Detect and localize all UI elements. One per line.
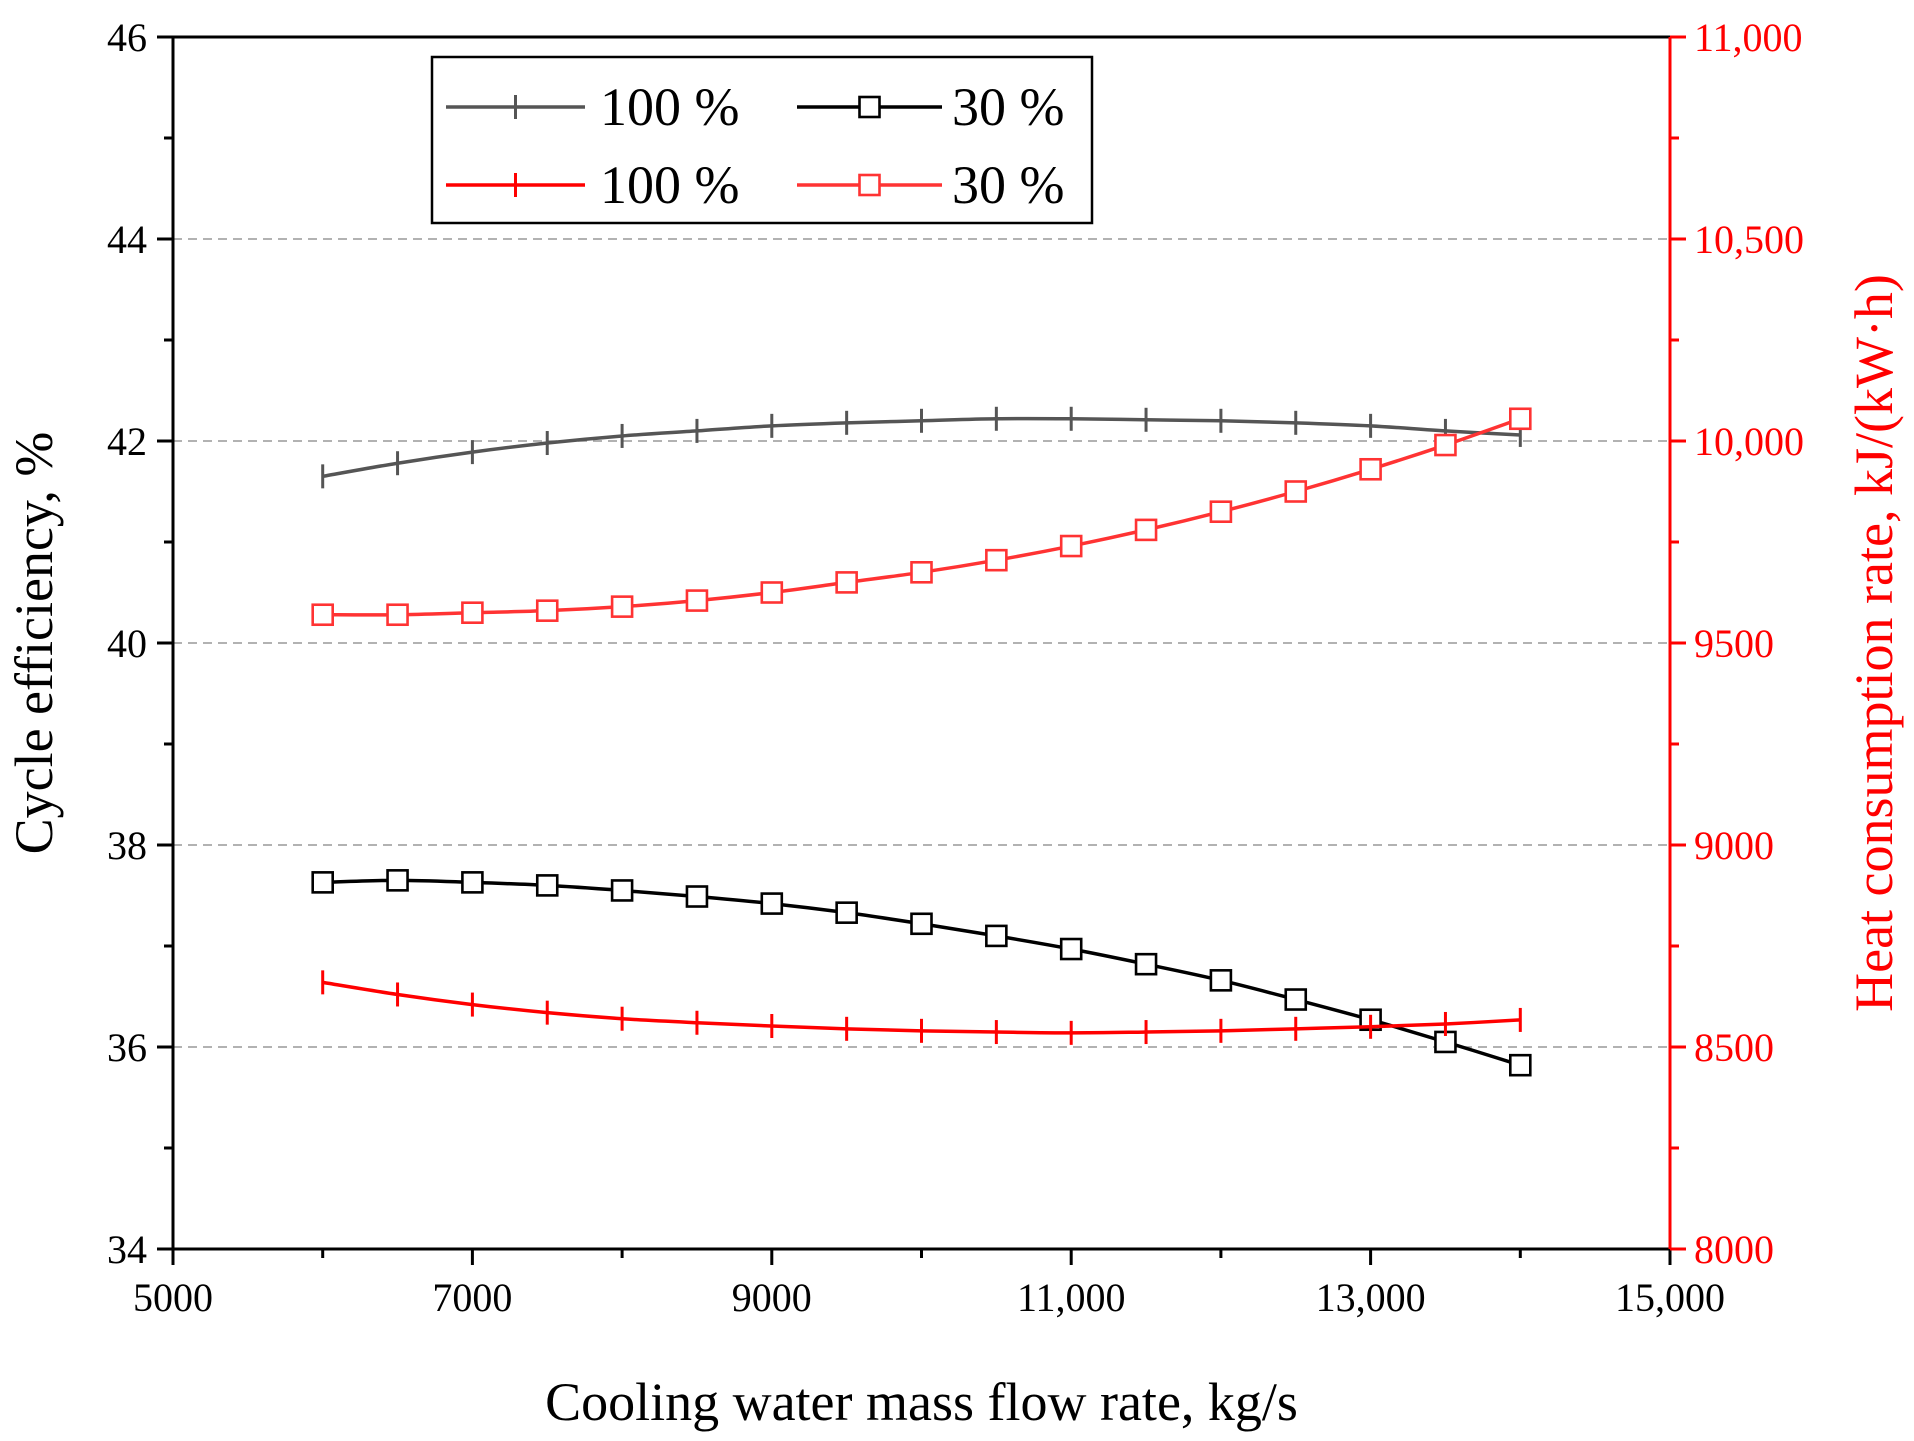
square-marker xyxy=(1059,937,1083,961)
y-left-tick-label: 36 xyxy=(107,1025,147,1070)
square-marker xyxy=(1209,969,1233,992)
y-left-tick-label: 42 xyxy=(107,419,147,464)
square-marker xyxy=(461,871,484,894)
square-marker xyxy=(835,901,858,924)
series-heat-30 xyxy=(311,407,1532,627)
x-tick-label: 13,000 xyxy=(1316,1275,1426,1320)
square-marker xyxy=(985,548,1008,572)
y-right-tick-label: 8500 xyxy=(1694,1025,1774,1070)
square-marker xyxy=(835,571,858,594)
square-marker xyxy=(1509,407,1532,431)
y-left-tick-label: 46 xyxy=(107,15,147,60)
legend-square-marker xyxy=(858,173,881,197)
square-marker xyxy=(1434,433,1457,457)
series-layer xyxy=(311,406,1532,1077)
series-eff-30 xyxy=(311,869,1532,1077)
legend-label: 30 % xyxy=(952,77,1064,137)
square-marker xyxy=(461,601,484,625)
legend-entry: 100 % xyxy=(446,155,739,215)
y-right-tick-label: 9000 xyxy=(1694,823,1774,868)
legend-label: 100 % xyxy=(600,155,739,215)
square-marker xyxy=(985,924,1008,948)
legend-entry: 30 % xyxy=(797,155,1064,215)
y-right-tick-label: 10,500 xyxy=(1694,217,1804,262)
y-left-tick-label: 40 xyxy=(107,621,147,666)
square-marker xyxy=(910,912,933,936)
x-tick-label: 5000 xyxy=(133,1275,213,1320)
legend-label: 100 % xyxy=(600,77,739,137)
square-marker xyxy=(535,874,559,897)
square-marker xyxy=(535,599,559,622)
square-marker xyxy=(1134,518,1158,542)
series-heat-100 xyxy=(321,970,1522,1045)
x-tick-label: 11,000 xyxy=(1017,1275,1126,1320)
legend-label: 30 % xyxy=(952,155,1064,215)
y-left-axis-title: Cycle efficiency, % xyxy=(4,432,64,855)
legend-square-marker xyxy=(858,95,881,119)
square-marker xyxy=(610,595,634,618)
square-marker xyxy=(386,603,409,627)
x-tick-label: 9000 xyxy=(732,1275,812,1320)
square-marker xyxy=(685,589,709,612)
square-marker xyxy=(610,879,634,902)
square-marker xyxy=(760,892,784,915)
y-right-tick-label: 11,000 xyxy=(1694,15,1803,60)
x-tick-label: 7000 xyxy=(432,1275,512,1320)
square-marker xyxy=(1284,480,1308,503)
square-marker xyxy=(311,603,335,627)
y-right-tick-label: 9500 xyxy=(1694,621,1774,666)
y-left-tick-label: 34 xyxy=(107,1227,147,1272)
y-right-tick-label: 10,000 xyxy=(1694,419,1804,464)
y-left-tick-label: 44 xyxy=(107,217,147,262)
y-right-axis-title: Heat consumption rate, kJ/(kW·h) xyxy=(1844,274,1904,1012)
square-marker xyxy=(910,560,933,584)
y-left-tick-label: 38 xyxy=(107,823,147,868)
square-marker xyxy=(1059,534,1083,558)
square-marker xyxy=(1134,952,1158,976)
legend-entries: 100 % 30 % 100 % 30 % xyxy=(446,77,1064,215)
ticks: 5000 7000 9000 11,000 13,000 15,000 34 36 38 40 42… xyxy=(107,15,1804,1320)
legend-entry: 100 % xyxy=(446,77,739,137)
square-marker xyxy=(311,871,335,894)
x-tick-label: 15,000 xyxy=(1615,1275,1725,1320)
square-marker xyxy=(1509,1053,1532,1077)
square-marker xyxy=(685,885,709,908)
square-marker xyxy=(1359,457,1382,481)
legend-entry: 30 % xyxy=(797,77,1064,137)
x-axis-title: Cooling water mass flow rate, kg/s xyxy=(545,1372,1298,1432)
grid xyxy=(173,238,1670,1048)
y-right-tick-label: 8000 xyxy=(1694,1227,1774,1272)
legend-box xyxy=(430,55,1094,225)
square-marker xyxy=(386,869,409,892)
square-marker xyxy=(1209,500,1233,524)
legend: 100 % 30 % 100 % 30 % xyxy=(430,55,1094,225)
square-marker xyxy=(1284,988,1308,1011)
square-marker xyxy=(760,581,784,604)
